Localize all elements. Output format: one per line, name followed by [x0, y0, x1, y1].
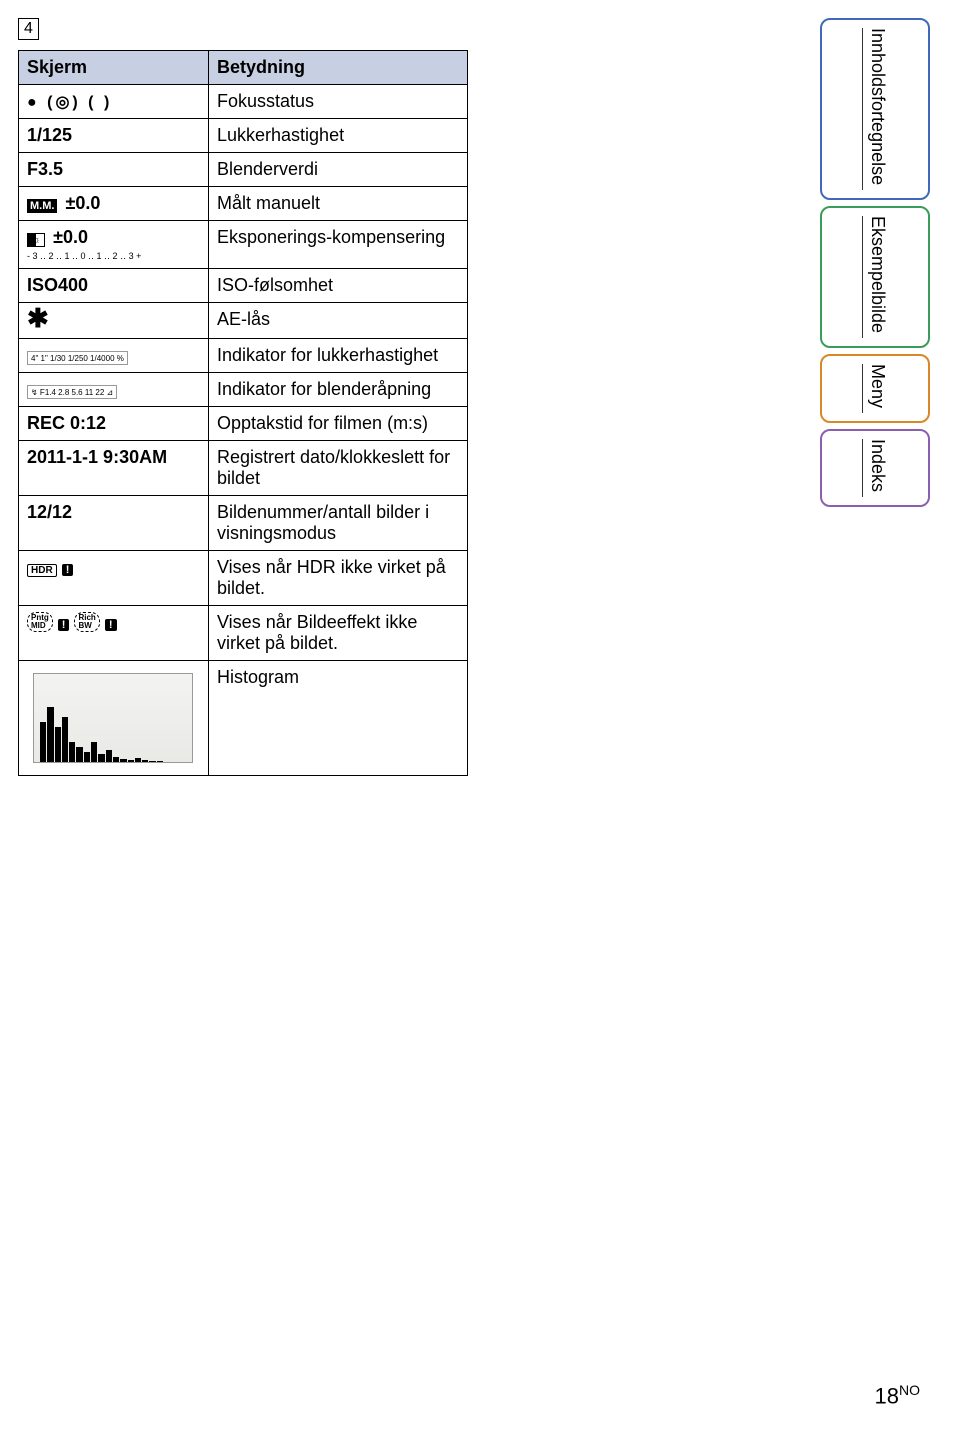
cell-meaning: AE-lås [209, 303, 468, 339]
table-row: M.M. ±0.0 Målt manuelt [19, 187, 468, 221]
cell-display: PntgMID ! RichBW ! [19, 606, 209, 661]
tab-toc[interactable]: Innholdsfortegnelse [820, 18, 930, 200]
side-tabs: Innholdsfortegnelse Eksempelbilde Meny I… [820, 18, 930, 513]
exposure-scale: -3‥2‥1‥0‥1‥2‥3+ [27, 251, 200, 262]
cell-meaning: Vises når Bildeeffekt ikke virket på bil… [209, 606, 468, 661]
table-row: ☼ ±0.0 -3‥2‥1‥0‥1‥2‥3+ Eksponerings-komp… [19, 221, 468, 269]
cell-meaning: Eksponerings-kompensering [209, 221, 468, 269]
table-header-betydning: Betydning [209, 51, 468, 85]
cell-meaning: Fokusstatus [209, 85, 468, 119]
table-row: 12/12 Bildenummer/antall bilder i visnin… [19, 496, 468, 551]
cell-meaning: Indikator for lukkerhastighet [209, 339, 468, 373]
exposure-comp-icon: ☼ [27, 233, 45, 247]
tab-sample[interactable]: Eksempelbilde [820, 206, 930, 348]
cell-display: HDR ! [19, 551, 209, 606]
ae-lock-asterisk-icon: ✱ [27, 309, 49, 327]
cell-meaning: Bildenummer/antall bilder i visningsmodu… [209, 496, 468, 551]
table-row: ● (◎) ( ) Fokusstatus [19, 85, 468, 119]
table-row: 4" 1" 1/30 1/250 1/4000 % Indikator for … [19, 339, 468, 373]
table-row: HDR ! Vises når HDR ikke virket på bilde… [19, 551, 468, 606]
table-row: REC 0:12 Opptakstid for filmen (m:s) [19, 407, 468, 441]
cell-display: ISO400 [19, 269, 209, 303]
mm-badge-icon: M.M. [27, 199, 57, 213]
table-row: F3.5 Blenderverdi [19, 153, 468, 187]
cell-display: 12/12 [19, 496, 209, 551]
cell-meaning: Indikator for blenderåpning [209, 373, 468, 407]
shutter-indicator-icon: 4" 1" 1/30 1/250 1/4000 % [27, 351, 128, 365]
hdr-badge-icon: HDR [27, 564, 57, 577]
table-header-skjerm: Skjerm [19, 51, 209, 85]
warning-icon: ! [62, 564, 74, 576]
rich-bw-badge-icon: RichBW [74, 612, 99, 632]
warning-icon: ! [105, 619, 117, 631]
table-row: PntgMID ! RichBW ! Vises når Bildeeffekt… [19, 606, 468, 661]
tab-menu[interactable]: Meny [820, 354, 930, 423]
table-row: Histogram [19, 661, 468, 776]
cell-meaning: Lukkerhastighet [209, 119, 468, 153]
display-meaning-table: Skjerm Betydning ● (◎) ( ) Fokusstatus 1… [18, 50, 468, 776]
cell-display: ☼ ±0.0 -3‥2‥1‥0‥1‥2‥3+ [19, 221, 209, 269]
page-number: 18NO [875, 1382, 920, 1409]
focus-status-icons: ● (◎) ( ) [27, 94, 112, 111]
cell-display [19, 661, 209, 776]
table-row: ↯ F1.4 2.8 5.6 11 22 ⊿ Indikator for ble… [19, 373, 468, 407]
table-row: 1/125 Lukkerhastighet [19, 119, 468, 153]
table-row: ✱ AE-lås [19, 303, 468, 339]
cell-meaning: Målt manuelt [209, 187, 468, 221]
cell-display: REC 0:12 [19, 407, 209, 441]
histogram-icon [33, 673, 193, 763]
table-row: ISO400 ISO-følsomhet [19, 269, 468, 303]
cell-display: F3.5 [19, 153, 209, 187]
page-section-marker: 4 [18, 18, 39, 40]
cell-meaning: Opptakstid for filmen (m:s) [209, 407, 468, 441]
table-row: 2011-1-1 9:30AM Registrert dato/klokkesl… [19, 441, 468, 496]
cell-display: 1/125 [19, 119, 209, 153]
warning-icon: ! [58, 619, 70, 631]
tab-index[interactable]: Indeks [820, 429, 930, 507]
cell-meaning: Histogram [209, 661, 468, 776]
cell-meaning: ISO-følsomhet [209, 269, 468, 303]
cell-display: 2011-1-1 9:30AM [19, 441, 209, 496]
cell-display: M.M. ±0.0 [19, 187, 209, 221]
pntg-badge-icon: PntgMID [27, 612, 53, 632]
cell-meaning: Blenderverdi [209, 153, 468, 187]
cell-meaning: Vises når HDR ikke virket på bildet. [209, 551, 468, 606]
cell-meaning: Registrert dato/klokkeslett for bildet [209, 441, 468, 496]
aperture-indicator-icon: ↯ F1.4 2.8 5.6 11 22 ⊿ [27, 385, 117, 399]
